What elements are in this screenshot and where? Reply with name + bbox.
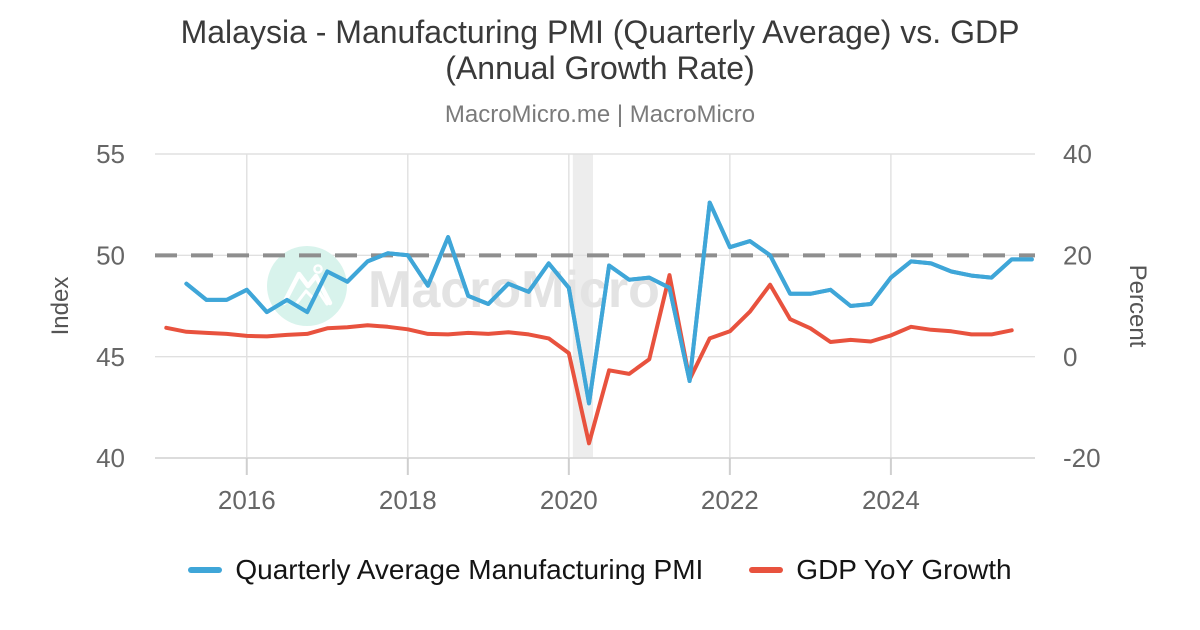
left-axis-tick-label: 45 [96, 342, 125, 372]
right-axis-tick-label: 20 [1063, 240, 1092, 270]
right-axis-tick-label: -20 [1063, 443, 1101, 473]
legend-label: GDP YoY Growth [796, 554, 1012, 585]
x-axis-tick-label: 2022 [701, 485, 759, 515]
right-axis-title: Percent [1124, 265, 1151, 348]
right-axis-tick-label: 0 [1063, 342, 1077, 372]
left-axis-tick-label: 55 [96, 139, 125, 169]
legend-swatch [749, 567, 784, 573]
legend-item-pmi[interactable]: Quarterly Average Manufacturing PMI [188, 554, 703, 586]
x-axis-tick-label: 2024 [862, 485, 920, 515]
right-axis-tick-label: 40 [1063, 139, 1092, 169]
chart-title-line2: (Annual Growth Rate) [445, 50, 755, 86]
legend: Quarterly Average Manufacturing PMI GDP Y… [0, 554, 1200, 586]
legend-swatch [188, 567, 223, 573]
x-axis-tick-label: 2018 [379, 485, 437, 515]
pmi-series-line-top [184, 200, 1034, 406]
legend-label: Quarterly Average Manufacturing PMI [235, 554, 704, 585]
gdp-series-line [164, 273, 1014, 446]
mountain-logo-dot [313, 264, 323, 274]
left-axis-title: Index [47, 277, 74, 336]
x-axis-tick-label: 2016 [218, 485, 276, 515]
left-axis-tick-label: 50 [96, 240, 125, 270]
left-axis-tick-label: 40 [96, 443, 125, 473]
chart-title: Malaysia - Manufacturing PMI (Quarterly … [0, 14, 1200, 86]
chart-title-line1: Malaysia - Manufacturing PMI (Quarterly … [180, 14, 1020, 50]
legend-item-gdp[interactable]: GDP YoY Growth [749, 554, 1012, 586]
recession-band [572, 154, 593, 458]
chart-subtitle: MacroMicro.me | MacroMicro [444, 101, 756, 128]
x-axis-tick-label: 2020 [540, 485, 598, 515]
